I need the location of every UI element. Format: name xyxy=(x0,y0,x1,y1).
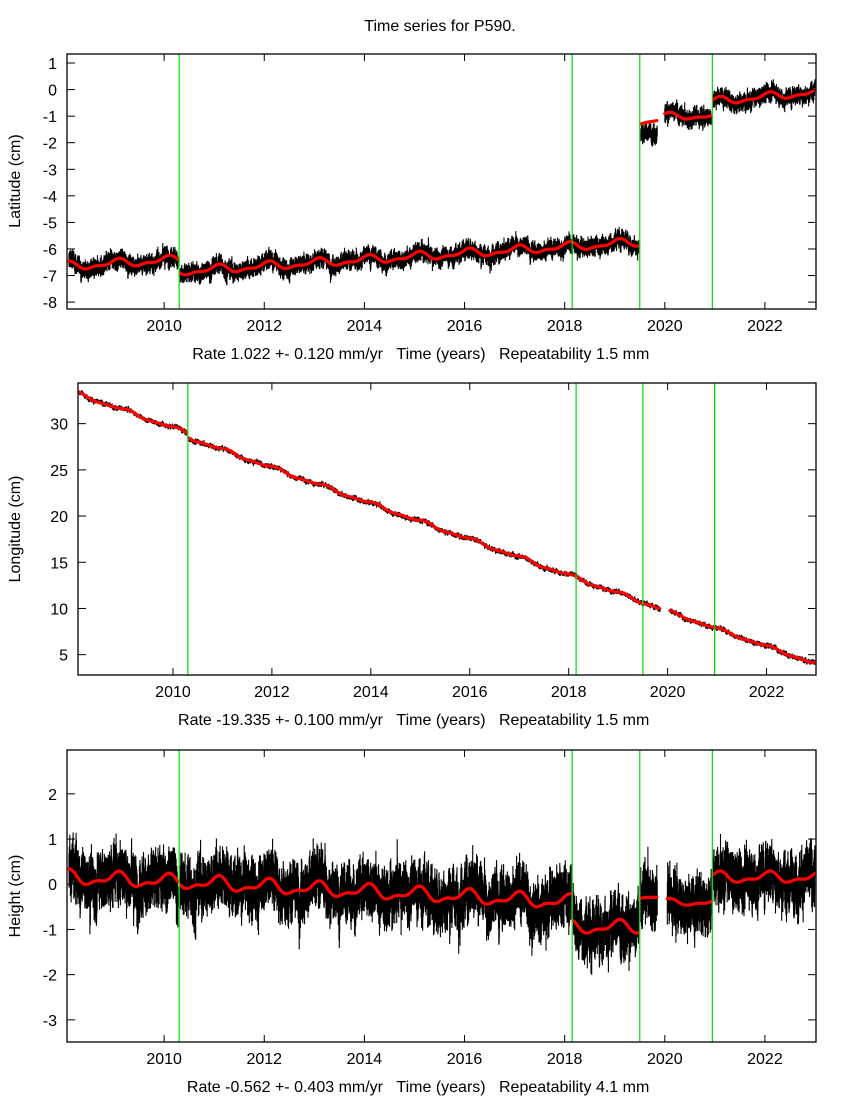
y-tick-label: -7 xyxy=(43,269,57,286)
model-curve-segment xyxy=(67,867,180,889)
model-curve-segment xyxy=(187,436,662,611)
longitude-panel: 2010 2012 2014 2016 2018 2020 2022 30 25 20 15 10 5 L… xyxy=(7,382,817,729)
x-tick-label: 2012 xyxy=(254,684,290,701)
y-tick-label: 1 xyxy=(48,56,57,73)
y-tick-label: 10 xyxy=(50,601,68,618)
y-tick-label: -8 xyxy=(43,295,57,312)
x-axis-label-part: Time (years) xyxy=(396,346,485,363)
data-series-segment xyxy=(712,79,816,115)
x-axis-label-part: Time (years) xyxy=(396,1079,485,1096)
y-tick-label: -3 xyxy=(43,162,57,179)
data-series-segment xyxy=(640,120,658,147)
model-curve-segment xyxy=(668,609,816,665)
model-curve-segment xyxy=(639,119,659,126)
x-axis-label-part: Rate -19.335 +- 0.100 mm/yr xyxy=(178,712,384,729)
plot-frame xyxy=(77,382,817,676)
x-axis-label-part: Repeatability 1.5 mm xyxy=(499,346,649,363)
model-curve-segment xyxy=(78,390,189,435)
model-curves xyxy=(78,390,816,665)
x-tick-label: 2022 xyxy=(747,1051,783,1068)
data-series-segment xyxy=(666,860,712,948)
x-tick-label: 2020 xyxy=(647,1051,683,1068)
model-curve-segment xyxy=(571,917,640,935)
x-tick-label: 2022 xyxy=(747,318,783,335)
x-axis-label-part: Repeatability 4.1 mm xyxy=(499,1079,649,1096)
y-tick-label: -2 xyxy=(43,136,57,153)
y-tick-label: -6 xyxy=(43,242,57,259)
data-points xyxy=(68,79,816,286)
x-tick-label: 2018 xyxy=(547,1051,583,1068)
y-axis-label: Height (cm) xyxy=(7,855,24,938)
height-panel: 2010 2012 2014 2016 2018 2020 2022 2 1 0 -1 -2 -3 Hei… xyxy=(7,749,817,1096)
x-tick-label: 2016 xyxy=(447,318,483,335)
model-curve-segment xyxy=(711,88,816,105)
x-tick-label: 2014 xyxy=(347,1051,383,1068)
data-series-segment xyxy=(640,846,658,932)
figure-title: Time series for P590. xyxy=(364,18,515,35)
x-tick-label: 2012 xyxy=(246,1051,282,1068)
y-tick-label: -3 xyxy=(43,1013,57,1030)
latitude-panel: 2010 2012 2014 2016 2018 2020 2022 1 0 -1 -2 -3 -4 -5… xyxy=(7,53,817,363)
model-curve-segment xyxy=(665,896,713,907)
y-tick-label: -5 xyxy=(43,215,57,232)
y-tick-label: 0 xyxy=(48,877,57,894)
y-tick-label: 20 xyxy=(50,509,68,526)
x-axis-label-part: Rate 1.022 +- 0.120 mm/yr xyxy=(192,346,383,363)
model-curves xyxy=(67,88,816,277)
x-tick-label: 2020 xyxy=(650,684,686,701)
y-tick-label: -1 xyxy=(43,109,57,126)
y-tick-label: -4 xyxy=(43,189,57,206)
y-axis-label: Longitude (cm) xyxy=(7,476,24,583)
data-series-segment xyxy=(664,99,712,131)
x-tick-label: 2014 xyxy=(347,318,383,335)
x-tick-label: 2018 xyxy=(547,318,583,335)
x-tick-label: 2012 xyxy=(246,318,282,335)
x-axis-label-part: Time (years) xyxy=(396,712,485,729)
y-tick-label: 0 xyxy=(48,83,57,100)
y-tick-label: 15 xyxy=(50,555,68,572)
x-tick-label: 2016 xyxy=(447,1051,483,1068)
model-curve-segment xyxy=(178,873,573,909)
model-curve-segment xyxy=(67,253,180,271)
x-tick-label: 2022 xyxy=(749,684,785,701)
model-curves xyxy=(67,867,816,935)
y-axis-label: Latitude (cm) xyxy=(7,134,24,227)
y-tick-label: -1 xyxy=(43,922,57,939)
x-tick-label: 2010 xyxy=(146,318,182,335)
plot-frame xyxy=(66,749,817,1043)
y-tick-label: 5 xyxy=(59,648,68,665)
x-tick-label: 2010 xyxy=(155,684,191,701)
x-tick-label: 2014 xyxy=(353,684,389,701)
model-curve-segment xyxy=(639,895,659,900)
data-series-segment xyxy=(68,243,179,283)
x-tick-label: 2018 xyxy=(551,684,587,701)
y-tick-label: 30 xyxy=(50,417,68,434)
y-tick-label: -2 xyxy=(43,968,57,985)
x-tick-label: 2020 xyxy=(647,318,683,335)
x-tick-label: 2016 xyxy=(452,684,488,701)
y-tick-label: 25 xyxy=(50,463,68,480)
x-axis-label-part: Repeatability 1.5 mm xyxy=(499,712,649,729)
model-curve-segment xyxy=(711,869,816,884)
model-curve-segment xyxy=(663,110,713,121)
model-curve-segment xyxy=(178,237,641,277)
x-axis-label-part: Rate -0.562 +- 0.403 mm/yr xyxy=(187,1079,384,1096)
x-tick-label: 2010 xyxy=(146,1051,182,1068)
y-tick-label: 1 xyxy=(48,832,57,849)
plot-frame xyxy=(66,53,817,310)
y-tick-label: 2 xyxy=(48,787,57,804)
